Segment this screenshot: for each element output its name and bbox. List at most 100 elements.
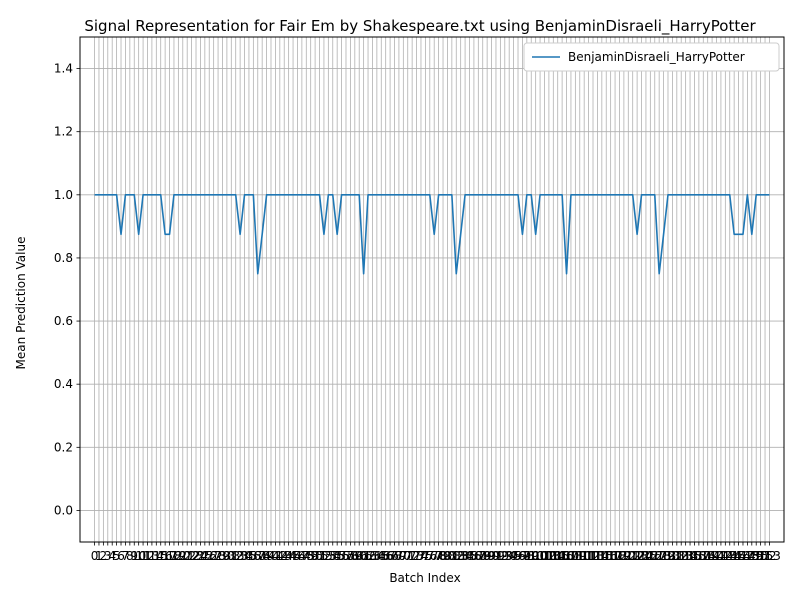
x-tick-label: 35 [241,549,256,563]
x-tick-label: 41 [268,549,283,563]
x-tick-label: 43 [277,549,292,563]
x-tick-label: 119 [608,549,631,563]
x-tick-label: 12 [140,549,155,563]
y-tick-label: 0.8 [54,251,73,265]
x-tick-label: 48 [299,549,314,563]
y-tick-label: 1.0 [54,188,73,202]
x-tick-label: 61 [356,549,371,563]
x-tick-label: 0 [91,549,99,563]
x-axis-ticks: 0123456789101112131415161718192021222324… [91,542,781,563]
series-line [94,194,770,275]
x-tick-label: 130 [657,549,680,563]
x-tick-label: 44 [281,549,296,563]
x-tick-label: 38 [255,549,270,563]
x-tick-label: 71 [400,549,415,563]
x-tick-label: 19 [171,549,186,563]
x-tick-label: 107 [555,549,578,563]
x-tick-label: 95 [506,549,521,563]
y-tick-label: 0.4 [54,377,73,391]
x-tick-label: 128 [648,549,671,563]
x-tick-label: 125 [634,549,657,563]
x-tick-label: 87 [471,549,486,563]
x-tick-label: 83 [453,549,468,563]
x-tick-label: 105 [546,549,569,563]
series-layer [94,194,770,275]
x-tick-label: 109 [564,549,587,563]
x-tick-label: 60 [352,549,367,563]
x-tick-label: 8 [126,549,134,563]
x-tick-label: 143 [714,549,737,563]
x-tick-label: 149 [740,549,763,563]
x-tick-label: 56 [334,549,349,563]
x-tick-label: 37 [250,549,265,563]
x-tick-label: 152 [754,549,777,563]
x-tick-label: 75 [418,549,433,563]
x-tick-label: 133 [670,549,693,563]
x-tick-label: 34 [237,549,252,563]
x-tick-label: 100 [524,549,547,563]
x-tick-label: 64 [369,549,384,563]
x-tick-label: 122 [621,549,644,563]
x-tick-label: 59 [347,549,362,563]
x-tick-label: 49 [303,549,318,563]
x-tick-label: 114 [586,549,609,563]
x-tick-label: 86 [466,549,481,563]
x-tick-label: 30 [219,549,234,563]
x-tick-label: 69 [391,549,406,563]
x-tick-label: 88 [475,549,490,563]
y-axis-label: Mean Prediction Value [14,237,28,370]
x-tick-label: 102 [533,549,556,563]
x-tick-label: 148 [736,549,759,563]
x-tick-label: 153 [758,549,781,563]
x-tick-label: 27 [206,549,221,563]
x-tick-label: 134 [674,549,697,563]
x-tick-label: 127 [643,549,666,563]
x-tick-label: 136 [683,549,706,563]
x-tick-label: 141 [705,549,728,563]
x-tick-label: 85 [462,549,477,563]
x-tick-label: 131 [661,549,684,563]
x-tick-label: 52 [316,549,331,563]
y-axis-ticks: 0.0 0.2 0.4 0.6 0.8 1.0 1.2 1.4 [54,62,80,517]
x-tick-label: 3 [104,549,112,563]
x-tick-label: 57 [338,549,353,563]
x-tick-label: 45 [285,549,300,563]
x-tick-label: 72 [405,549,420,563]
x-tick-label: 46 [290,549,305,563]
x-tick-label: 97 [515,549,530,563]
legend-box [523,42,780,72]
x-tick-label: 16 [157,549,172,563]
x-tick-label: 23 [188,549,203,563]
x-tick-label: 78 [431,549,446,563]
x-tick-label: 31 [224,549,239,563]
x-tick-label: 58 [343,549,358,563]
x-tick-label: 112 [577,549,600,563]
x-tick-label: 76 [422,549,437,563]
x-tick-label: 42 [272,549,287,563]
y-tick-label: 0.2 [54,440,73,454]
x-tick-label: 126 [639,549,662,563]
x-tick-label: 145 [723,549,746,563]
x-axis-label: Batch Index [389,571,460,585]
x-tick-label: 123 [626,549,649,563]
x-tick-label: 50 [307,549,322,563]
x-tick-label: 32 [228,549,243,563]
x-gridlines [94,37,770,542]
x-tick-label: 6 [117,549,125,563]
x-tick-label: 146 [727,549,750,563]
x-tick-label: 106 [551,549,574,563]
x-tick-label: 93 [497,549,512,563]
x-tick-label: 92 [493,549,508,563]
x-tick-label: 47 [294,549,309,563]
x-tick-label: 54 [325,549,340,563]
x-tick-label: 28 [210,549,225,563]
x-tick-label: 22 [184,549,199,563]
x-tick-label: 121 [617,549,640,563]
x-tick-label: 25 [197,549,212,563]
x-tick-label: 9 [130,549,138,563]
x-tick-label: 68 [387,549,402,563]
x-tick-label: 113 [582,549,605,563]
x-tick-label: 99 [524,549,539,563]
